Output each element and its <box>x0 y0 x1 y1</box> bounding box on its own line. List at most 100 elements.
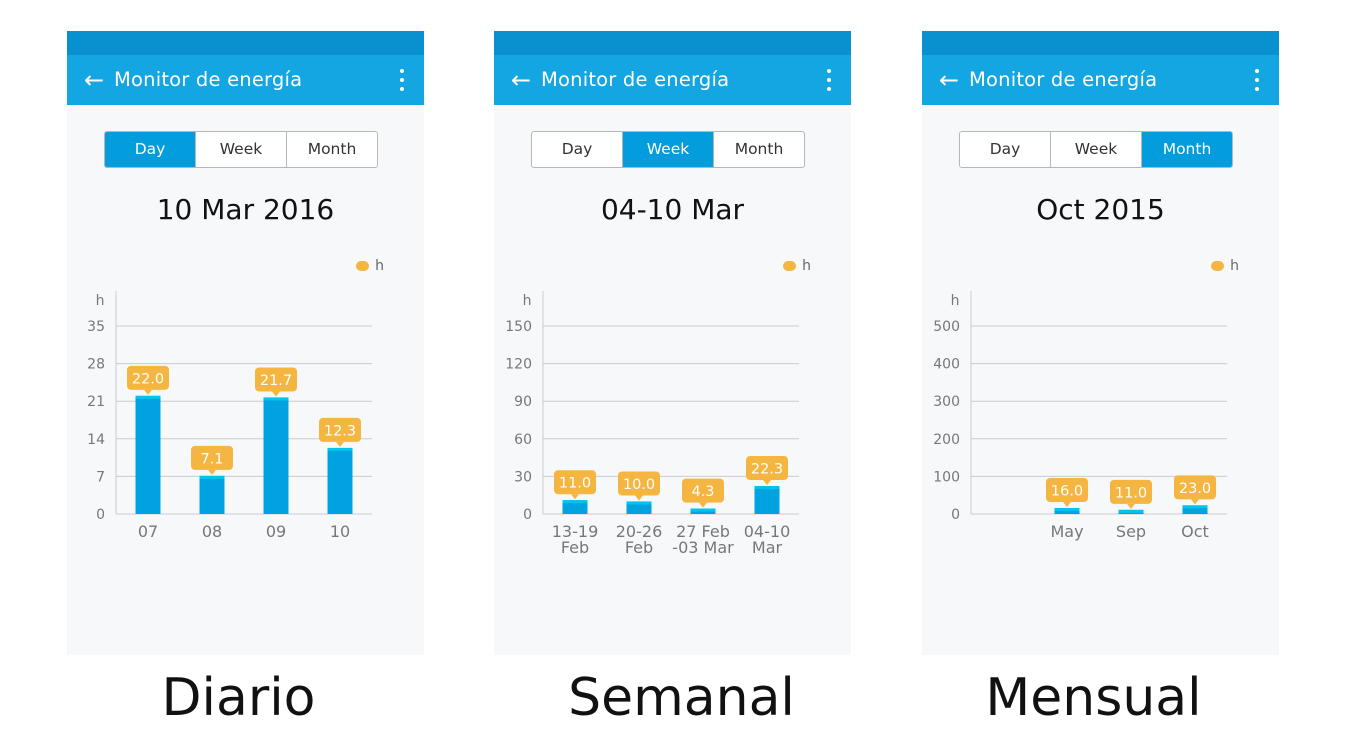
x-tick-label: 08 <box>202 522 222 541</box>
period-date: 10 Mar 2016 <box>156 193 335 226</box>
app-bar: ← Monitor de energía <box>494 55 851 105</box>
caption-monthly: Mensual <box>985 668 1202 728</box>
app-bar: ← Monitor de energía <box>67 55 424 105</box>
chart-legend: h <box>356 258 384 274</box>
status-bar <box>494 31 851 55</box>
y-tick-label: 28 <box>87 357 105 373</box>
value-label: 11.0 <box>1115 485 1147 501</box>
y-tick-label: 30 <box>514 469 532 485</box>
value-label-pointer <box>208 469 216 475</box>
value-label-bubble <box>1110 479 1152 504</box>
y-tick-label: 120 <box>505 357 532 373</box>
y-tick-label: 14 <box>87 432 105 448</box>
value-label: 4.3 <box>691 484 714 500</box>
y-tick-label: 500 <box>933 319 960 335</box>
y-tick-label: 300 <box>933 394 960 410</box>
y-tick-label: 0 <box>951 507 960 523</box>
bar-top <box>754 486 780 490</box>
y-tick-label: 7 <box>96 469 105 485</box>
value-label: 7.1 <box>200 451 223 467</box>
bar <box>327 447 353 514</box>
x-tick-label: 13-19 <box>552 522 599 541</box>
bar <box>562 500 588 514</box>
value-label-pointer <box>1063 501 1071 507</box>
value-label-bubble <box>746 456 788 481</box>
app-bar: ← Monitor de energía <box>922 55 1279 105</box>
status-bar <box>67 31 424 55</box>
app-title: Monitor de energía <box>541 68 730 91</box>
value-label-pointer <box>699 502 707 508</box>
y-tick-label: 100 <box>933 469 960 485</box>
more-vert-icon[interactable] <box>821 67 837 93</box>
x-tick-label: 04-10 <box>744 522 791 541</box>
value-label-pointer <box>571 494 579 500</box>
bar <box>754 486 780 514</box>
y-tick-label: 60 <box>514 432 532 448</box>
bar <box>626 501 652 514</box>
tab-day[interactable]: Day <box>960 132 1051 167</box>
value-label-pointer <box>144 389 152 395</box>
usage-chart: h 0 100 200 300 400 500 16.0 May 11.0 Sep 23.0 Oct <box>922 281 1279 561</box>
value-label-bubble <box>554 470 596 495</box>
usage-chart: h 0 30 60 90 120 150 11.0 13-19 Feb 10.0 20-26 Feb 4.… <box>494 281 851 561</box>
tab-day[interactable]: Day <box>105 132 196 167</box>
tab-month[interactable]: Month <box>307 140 357 158</box>
tab-day[interactable]: Day <box>532 132 623 167</box>
more-vert-icon[interactable] <box>394 67 410 93</box>
period-date: Oct 2015 <box>1036 193 1165 226</box>
phone-screen-weekly: ← Monitor de energía Day Week Month 04-1… <box>494 31 851 655</box>
legend-label: h <box>375 258 384 274</box>
value-label-bubble <box>1046 477 1088 502</box>
usage-chart: h 0 7 14 21 28 35 22.0 07 7.1 08 21.7 09 12.3 10 <box>67 281 424 561</box>
bar <box>135 395 161 514</box>
value-label-bubble <box>255 367 297 392</box>
bar-top <box>690 508 716 512</box>
bar-top <box>263 397 289 401</box>
y-axis-unit: h <box>96 293 105 309</box>
arrow-left-icon[interactable]: ← <box>938 66 960 94</box>
phone-screen-daily: ← Monitor de energía Day Week Month 10 M… <box>67 31 424 655</box>
bar-top <box>1054 507 1080 511</box>
x-tick-label: 27 Feb <box>676 522 730 541</box>
bar-top <box>1182 505 1208 509</box>
value-label-pointer <box>1191 499 1199 505</box>
bar-top <box>327 447 353 451</box>
bar-top <box>135 395 161 399</box>
value-label-bubble <box>1174 475 1216 500</box>
value-label: 22.3 <box>751 462 783 478</box>
bar-top <box>562 500 588 504</box>
chart-legend: h <box>783 258 811 274</box>
y-tick-label: 150 <box>505 319 532 335</box>
tab-month[interactable]: Month <box>734 140 784 158</box>
tab-week[interactable]: Week <box>623 132 714 167</box>
legend-dot-icon <box>1211 261 1225 271</box>
value-label: 22.0 <box>132 371 164 387</box>
tab-week[interactable]: Week <box>196 132 287 167</box>
arrow-left-icon[interactable]: ← <box>83 66 105 94</box>
value-label: 21.7 <box>260 373 292 389</box>
more-vert-icon[interactable] <box>1249 67 1265 93</box>
tab-week[interactable]: Week <box>1051 132 1142 167</box>
value-label: 12.3 <box>324 423 356 439</box>
y-tick-label: 90 <box>514 394 532 410</box>
period-selector: Day Week Month <box>959 131 1233 168</box>
x-tick-label: 20-26 <box>616 522 663 541</box>
y-tick-label: 0 <box>523 507 532 523</box>
period-selector: Day Week Month <box>531 131 805 168</box>
tab-month[interactable]: Month <box>1142 132 1232 167</box>
y-axis-unit: h <box>951 293 960 309</box>
x-tick-label: May <box>1050 522 1083 541</box>
caption-weekly: Semanal <box>568 668 795 728</box>
arrow-left-icon[interactable]: ← <box>510 66 532 94</box>
value-label-bubble <box>191 445 233 470</box>
legend-label: h <box>1230 258 1239 274</box>
app-title: Monitor de energía <box>969 68 1158 91</box>
x-tick-label: Feb <box>625 538 653 557</box>
bar-top <box>199 475 225 479</box>
bar <box>1182 505 1208 514</box>
chart-legend: h <box>1211 258 1239 274</box>
app-title: Monitor de energía <box>114 68 303 91</box>
bar <box>199 475 225 514</box>
value-label-bubble <box>319 417 361 442</box>
